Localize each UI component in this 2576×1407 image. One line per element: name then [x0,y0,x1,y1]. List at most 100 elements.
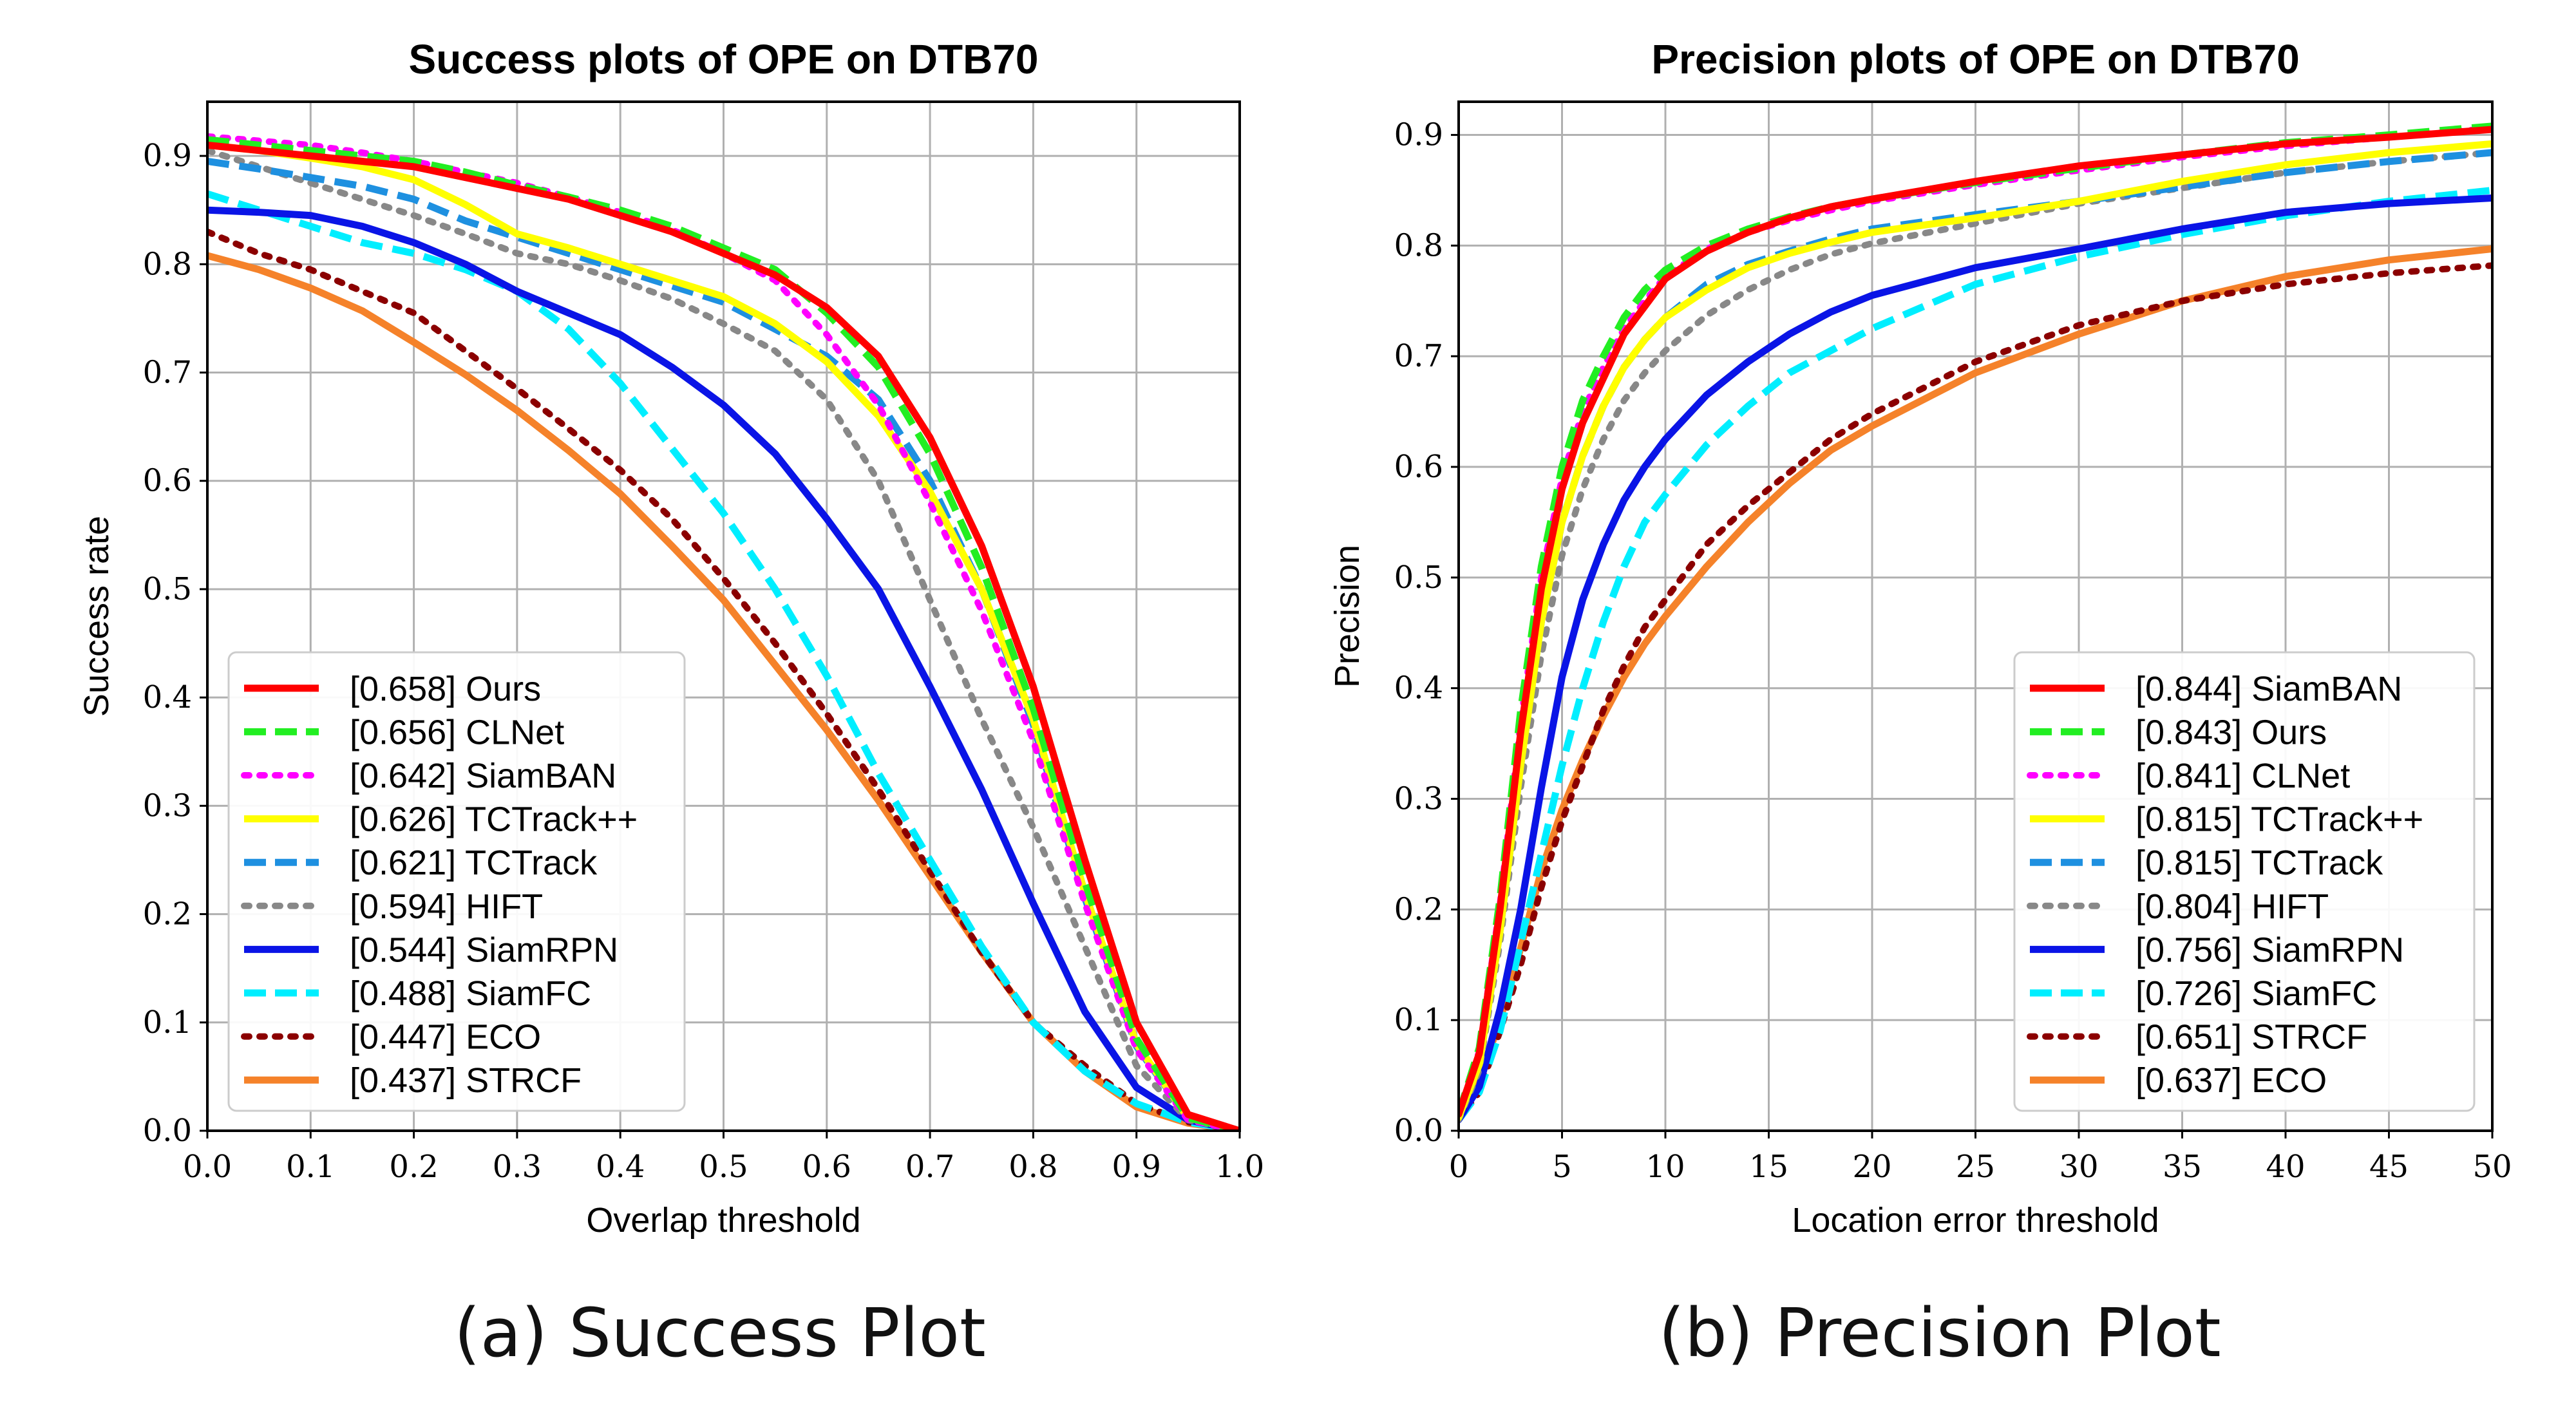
legend-label: [0.642] SiamBAN [350,757,616,795]
legend-entry-clnet: [0.841] CLNet [2027,757,2350,795]
legend-label: [0.437] STRCF [350,1061,582,1100]
series-line-siamrpn [207,206,1240,1131]
y-tick-label: 0.8 [1394,227,1443,263]
series-line-strcf [1459,262,2492,1123]
legend-entry-strcf: [0.437] STRCF [244,1061,582,1100]
precision-plot-panel: 0 5 10 15 20 25 30 35 40 45 50 0.0 0.1 0.2 0.3 0.4 0.5 0.… [1328,36,2512,1240]
x-tick-label: 10 [1645,1149,1685,1185]
series-lines [207,133,1240,1131]
legend-box [2013,651,2476,1112]
x-tick-label: 0 [1449,1149,1469,1185]
legend-label: [0.544] SiamRPN [350,930,618,969]
y-tick-label: 0.6 [1394,449,1443,485]
series-line-siamfc [207,190,1240,1131]
series-line-siamrpn [1459,194,2492,1124]
legend-entry-hift: [0.804] HIFT [2027,887,2329,926]
legend-label: [0.447] ECO [350,1018,541,1057]
chart-title: Success plots of OPE on DTB70 [409,36,1039,82]
x-tick-label: 0.2 [389,1149,438,1185]
legend-entry-tctrack: [0.815] TCTrack [2030,844,2383,882]
legend-box [227,651,686,1112]
y-tick-label: 0.3 [143,788,192,824]
y-tick-label: 0.8 [143,246,192,282]
series-lines [1459,122,2492,1124]
y-tick-label: 0.3 [1394,781,1443,817]
y-tick-label: 0.0 [143,1113,192,1149]
legend-entry-siamban: [0.844] SiamBAN [2030,670,2402,708]
legend-label: [0.756] SiamRPN [2136,930,2404,969]
legend-entry-tctrack: [0.621] TCTrack [244,844,598,882]
x-axis-label: Location error threshold [1792,1201,2159,1240]
y-tick-label: 0.5 [143,571,192,607]
legend-label: [0.637] ECO [2136,1061,2327,1100]
y-tick-label: 0.6 [143,463,192,499]
y-tick-label: 0.0 [1394,1113,1443,1149]
series-line-eco [1459,245,2492,1118]
legend-entry-siamrpn: [0.756] SiamRPN [2030,930,2404,969]
legend-label: [0.656] CLNet [350,713,564,751]
legend-label: [0.804] HIFT [2136,887,2329,926]
y-axis-label: Precision [1328,545,1367,688]
y-axis-label: Success rate [77,516,116,717]
legend-label: [0.658] Ours [350,670,541,708]
x-tick-label: 0.3 [493,1149,542,1185]
y-tick-label: 0.4 [1394,670,1443,706]
series-line-siamban [1459,126,2492,1118]
x-tick-label: 0.9 [1112,1149,1161,1185]
legend-entry-clnet: [0.656] CLNet [244,713,564,751]
x-tick-label: 50 [2472,1149,2512,1185]
x-tick-label: 0.5 [699,1149,748,1185]
legend-entry-eco: [0.447] ECO [241,1018,541,1057]
y-tick-label: 0.1 [143,1005,192,1041]
x-tick-label: 0.0 [183,1149,232,1185]
y-tick-label: 0.2 [143,896,192,932]
legend-label: [0.626] TCTrack++ [350,800,638,839]
x-tick-label: 0.1 [286,1149,335,1185]
x-tick-label: 35 [2163,1149,2202,1185]
y-tick-label: 0.1 [1394,1002,1443,1038]
y-tick-label: 0.2 [1394,891,1443,927]
success-plot-panel: 0.0 0.1 0.2 0.3 0.4 0.5 0.6 0.7 0.8 0.9 1.0 0.0 0.1 0… [77,36,1264,1240]
legend-label: [0.651] STRCF [2136,1018,2367,1057]
legend: [0.844] SiamBAN [0.843] Ours [0.841] CLNet… [2013,651,2476,1112]
chart-title: Precision plots of OPE on DTB70 [1651,36,2299,82]
x-tick-label: 45 [2369,1149,2409,1185]
tick-labels: 0 5 10 15 20 25 30 35 40 45 50 0.0 0.1 0.2 0.3 0.4 0.5 0.… [1394,117,2512,1185]
legend-label: [0.488] SiamFC [350,974,591,1013]
y-tick-label: 0.9 [1394,117,1443,153]
legend-entry-strcf: [0.651] STRCF [2027,1018,2367,1057]
legend-entry-ours: [0.843] Ours [2030,713,2327,751]
legend-entry-siamrpn: [0.544] SiamRPN [244,930,618,969]
x-tick-label: 0.4 [596,1149,645,1185]
legend-label: [0.726] SiamFC [2136,974,2377,1013]
legend-label: [0.621] TCTrack [350,844,598,882]
legend-entry-eco: [0.637] ECO [2030,1061,2327,1100]
x-tick-label: 20 [1852,1149,1891,1185]
legend-label: [0.841] CLNet [2136,757,2350,795]
series-line-tctrack [1459,140,2492,1121]
tick-labels: 0.0 0.1 0.2 0.3 0.4 0.5 0.6 0.7 0.8 0.9 1.0 0.0 0.1 0… [143,138,1265,1185]
y-tick-label: 0.9 [143,138,192,174]
caption-precision-plot: (b) Precision Plot [1658,1294,2221,1372]
legend-entry-tctrack: [0.626] TCTrack++ [244,800,638,839]
x-tick-label: 0.8 [1009,1149,1057,1185]
y-tick-label: 0.5 [1394,560,1443,596]
series-line-hift [207,147,1240,1131]
x-tick-label: 40 [2266,1149,2305,1185]
y-tick-label: 0.7 [1394,338,1443,374]
legend-entry-hift: [0.594] HIFT [241,887,543,926]
x-tick-label: 5 [1552,1149,1572,1185]
series-line-clnet [207,136,1240,1131]
x-tick-label: 0.6 [802,1149,851,1185]
legend-entry-ours: [0.658] Ours [244,670,541,708]
x-tick-label: 0.7 [905,1149,954,1185]
x-tick-label: 30 [2059,1149,2098,1185]
legend-label: [0.843] Ours [2136,713,2327,751]
y-tick-label: 0.7 [143,355,192,391]
legend-label: [0.815] TCTrack++ [2136,800,2423,839]
legend-label: [0.844] SiamBAN [2136,670,2402,708]
legend-entry-siamfc: [0.726] SiamFC [2030,974,2377,1013]
legend: [0.658] Ours [0.656] CLNet [0.642] SiamBAN… [227,651,686,1112]
legend-entry-siamfc: [0.488] SiamFC [244,974,591,1013]
